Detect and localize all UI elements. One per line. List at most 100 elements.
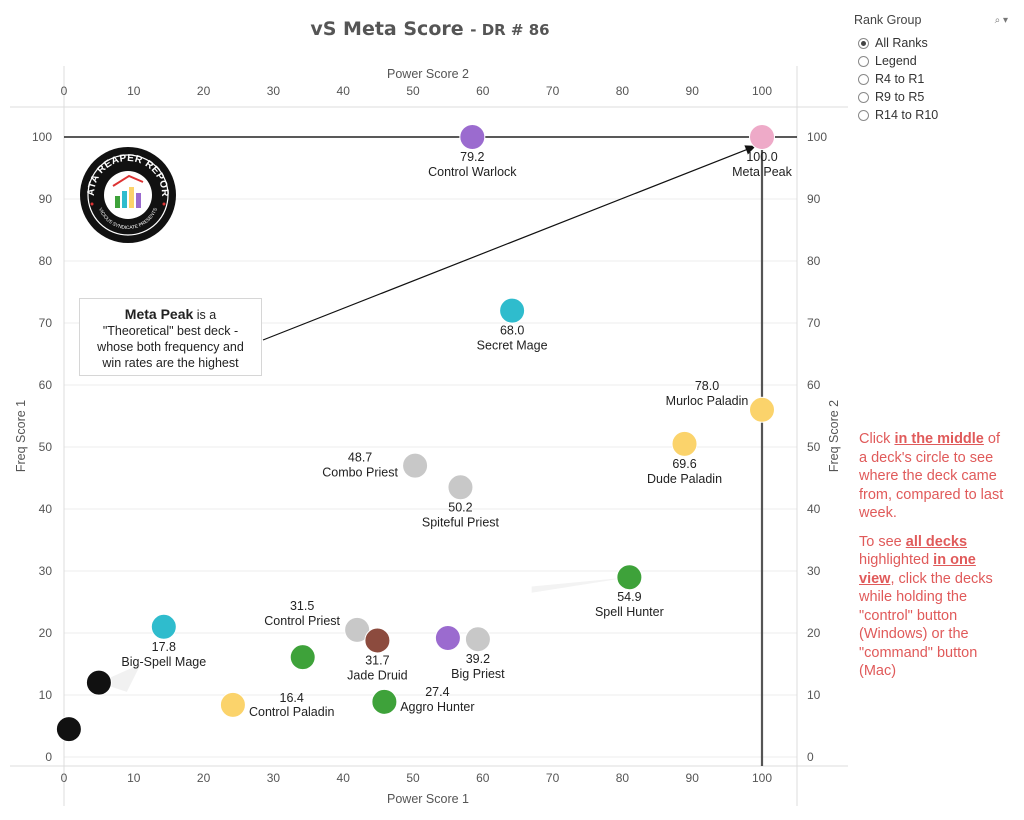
y-tick-label-right: 10 [807,688,821,702]
y-tick-label-right: 20 [807,626,821,640]
y-tick-label-right: 100 [807,130,827,144]
x-tick-label-bottom: 0 [61,771,68,785]
rank-option-r9-to-r5[interactable]: R9 to R5 [858,88,1014,106]
instr-text: highlighted [859,552,934,568]
instr-text: To see [859,533,906,550]
data-point[interactable] [289,644,316,671]
x-tick-label-bottom: 70 [546,771,560,785]
radio-button[interactable] [858,55,869,67]
data-point[interactable] [55,716,82,743]
y-tick-label-right: 50 [807,440,821,454]
data-point[interactable] [459,124,486,150]
y-tick-label-right: 0 [807,750,814,764]
rank-option-r14-to-r10[interactable]: R14 to R10 [858,106,1014,124]
instr-emph: in one view [859,552,976,587]
data-point[interactable] [464,626,491,653]
y-axis-title-left: Freq Score 1 [14,400,28,472]
data-label-score: 48.7 [348,451,372,465]
x-tick-label-bottom: 100 [752,771,772,785]
data-label-score: 54.9 [617,590,641,604]
callout-arrow [262,145,757,341]
x-tick-label-top: 100 [752,84,772,98]
data-label-score: 31.5 [290,599,314,613]
data-point[interactable] [671,430,698,457]
data-point[interactable] [150,613,177,640]
y-tick-label-left: 50 [39,440,53,454]
data-point[interactable] [219,691,246,718]
radio-button[interactable] [858,73,869,85]
data-label-score: 78.0 [695,379,719,393]
reaper-logo-icon: DATA REAPER REPORT VICIOUS SYNDICATE PRE… [79,146,176,243]
x-tick-label-top: 90 [686,84,700,98]
data-point[interactable] [85,669,112,696]
x-tick-label-bottom: 60 [476,771,490,785]
data-label-name: Big Priest [451,667,505,681]
rank-option-label: All Ranks [875,36,928,50]
data-label-score: 69.6 [672,457,696,471]
data-label-score: 50.2 [448,500,472,514]
x-tick-label-top: 0 [61,84,68,98]
x-axis-title-bottom: Power Score 1 [387,792,469,806]
rank-group-filter: Rank Group ⌕ ▾ All Ranks Legend R4 to R1 R9… [854,13,1014,124]
y-tick-label-left: 90 [39,192,53,206]
x-tick-label-top: 20 [197,84,211,98]
data-point[interactable] [616,564,643,591]
y-tick-label-left: 0 [45,750,52,764]
rank-group-title: Rank Group [854,13,922,27]
data-point[interactable] [344,616,371,643]
rank-option-legend[interactable]: Legend [858,52,1014,70]
rank-option-all-ranks[interactable]: All Ranks [858,34,1014,52]
filter-controls[interactable]: ⌕ ▾ [995,15,1008,26]
data-point[interactable] [371,688,398,715]
data-point[interactable] [364,627,391,654]
x-tick-label-bottom: 10 [127,771,141,785]
data-label-name: Control Warlock [428,165,517,179]
x-tick-label-top: 80 [616,84,630,98]
search-icon[interactable]: ⌕ [994,15,1001,26]
data-point[interactable] [749,396,775,423]
callout-line4: win rates are the highest [102,356,239,370]
instructions-p1: Click in the middle of a deck's circle t… [859,430,1009,523]
instr-text: , click the decks while holding the "con… [859,570,993,680]
x-tick-label-bottom: 30 [267,771,281,785]
data-label-name: Spiteful Priest [422,515,500,529]
x-tick-label-top: 60 [476,84,490,98]
data-label-score: 68.0 [500,324,524,338]
data-point[interactable] [499,297,526,324]
x-tick-label-bottom: 90 [686,771,700,785]
x-tick-label-top: 50 [406,84,420,98]
y-tick-label-left: 10 [39,688,53,702]
radio-button[interactable] [858,109,869,121]
data-point[interactable] [434,624,461,651]
data-point[interactable] [749,124,775,150]
radio-button[interactable] [858,91,869,103]
meta-peak-callout: Meta Peak is a "Theoretical" best deck -… [79,298,262,376]
y-tick-label-left: 60 [39,378,53,392]
x-tick-label-bottom: 50 [406,771,420,785]
callout-line2: "Theoretical" best deck - [102,324,239,338]
instructions: Click in the middle of a deck's circle t… [859,430,1009,691]
rank-option-label: R9 to R5 [875,90,925,104]
data-label-score: 39.2 [466,652,490,666]
callout-rest1: is a [193,308,217,322]
rank-option-r4-to-r1[interactable]: R4 to R1 [858,70,1014,88]
rank-option-label: R14 to R10 [875,108,939,122]
data-point[interactable] [402,452,429,479]
data-label-name: Meta Peak [732,165,793,179]
rank-options: All Ranks Legend R4 to R1 R9 to R5 R14 to R1… [854,34,1014,124]
x-axis-title-top: Power Score 2 [387,67,469,81]
data-point[interactable] [447,474,474,501]
chevron-down-icon[interactable]: ▾ [1002,15,1008,26]
callout-bold: Meta Peak [124,306,194,322]
trail-shape [531,577,630,593]
radio-button[interactable] [858,37,869,49]
rank-option-label: Legend [875,54,917,68]
data-label-score: 100.0 [746,150,777,164]
y-tick-label-right: 70 [807,316,821,330]
data-label-name: Jade Druid [347,668,407,682]
rank-group-header: Rank Group ⌕ ▾ [854,13,1014,31]
data-label-name: Murloc Paladin [666,394,749,408]
data-label-name: Dude Paladin [647,472,722,486]
data-label-name: Spell Hunter [595,605,664,619]
chart-title: vS Meta Score - DR # 86 [0,18,860,40]
